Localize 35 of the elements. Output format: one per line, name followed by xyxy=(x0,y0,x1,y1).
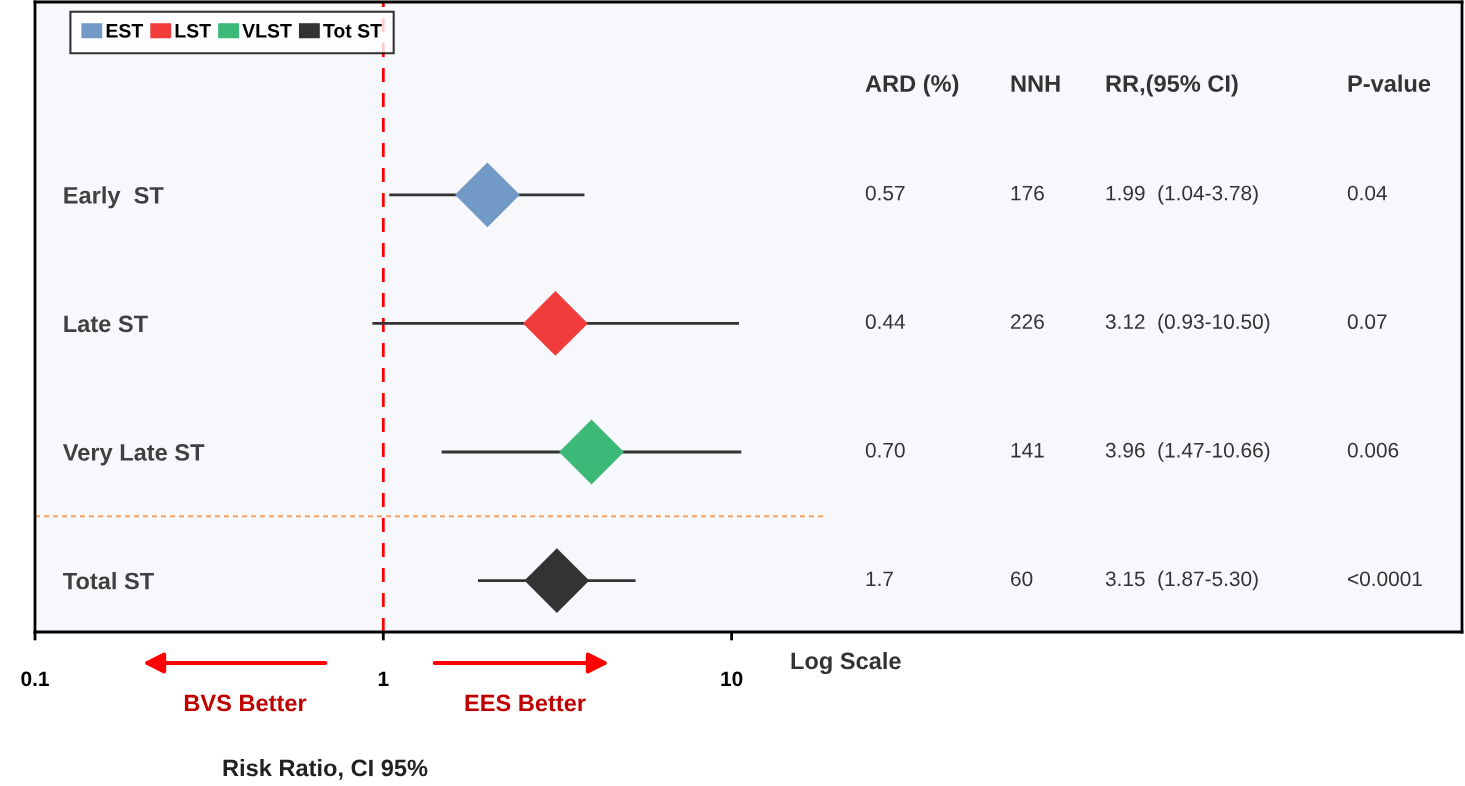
annotation: 1.99 (1.04-3.78) xyxy=(1106,185,1258,205)
x-tick-label: 1 xyxy=(378,671,389,686)
text: P-value xyxy=(1348,74,1431,92)
annotation: 3.96 (1.47-10.66) xyxy=(1105,442,1270,462)
x-axis-title: Risk Ratio, CI 95% xyxy=(223,758,428,780)
annotation: 3.15 (1.87-5.30) xyxy=(1105,570,1258,591)
annotation: 226 xyxy=(1011,314,1044,330)
text: BVS Better xyxy=(184,694,307,712)
annotation: 1.7 xyxy=(866,571,893,586)
y-tick-label: Total ST xyxy=(63,572,154,590)
legend-label: EST xyxy=(106,23,144,38)
annotation: 0.006 xyxy=(1347,442,1399,458)
annotation: 0.04 xyxy=(1347,185,1387,201)
y-tick-label: Very Late ST xyxy=(62,444,205,466)
text: ARD (%) xyxy=(865,74,959,97)
text: EES Better xyxy=(465,694,586,712)
x-tick-label: 0.1 xyxy=(21,671,49,687)
annotation: 0.57 xyxy=(865,185,905,201)
text: Log Scale xyxy=(791,651,901,675)
annotation: 0.07 xyxy=(1347,314,1387,330)
y-tick-label: Late ST xyxy=(64,315,148,333)
annotation: 3.12 (0.93-10.50) xyxy=(1105,313,1270,334)
annotation: 60 xyxy=(1011,571,1033,587)
x-tick-label: 10 xyxy=(721,671,743,687)
legend-label: LST xyxy=(175,23,211,38)
text: RR,(95% CI) xyxy=(1106,74,1238,97)
legend-label: VLST xyxy=(242,23,292,38)
annotation: 141 xyxy=(1011,443,1044,458)
legend-label: Tot ST xyxy=(323,23,382,38)
annotation: 176 xyxy=(1011,185,1044,201)
y-tick-label: Early ST xyxy=(64,186,164,209)
text: NNH xyxy=(1011,75,1060,92)
annotation: 0.70 xyxy=(865,442,905,458)
annotation: 0.44 xyxy=(865,314,905,330)
annotation: <0.0001 xyxy=(1348,571,1422,587)
